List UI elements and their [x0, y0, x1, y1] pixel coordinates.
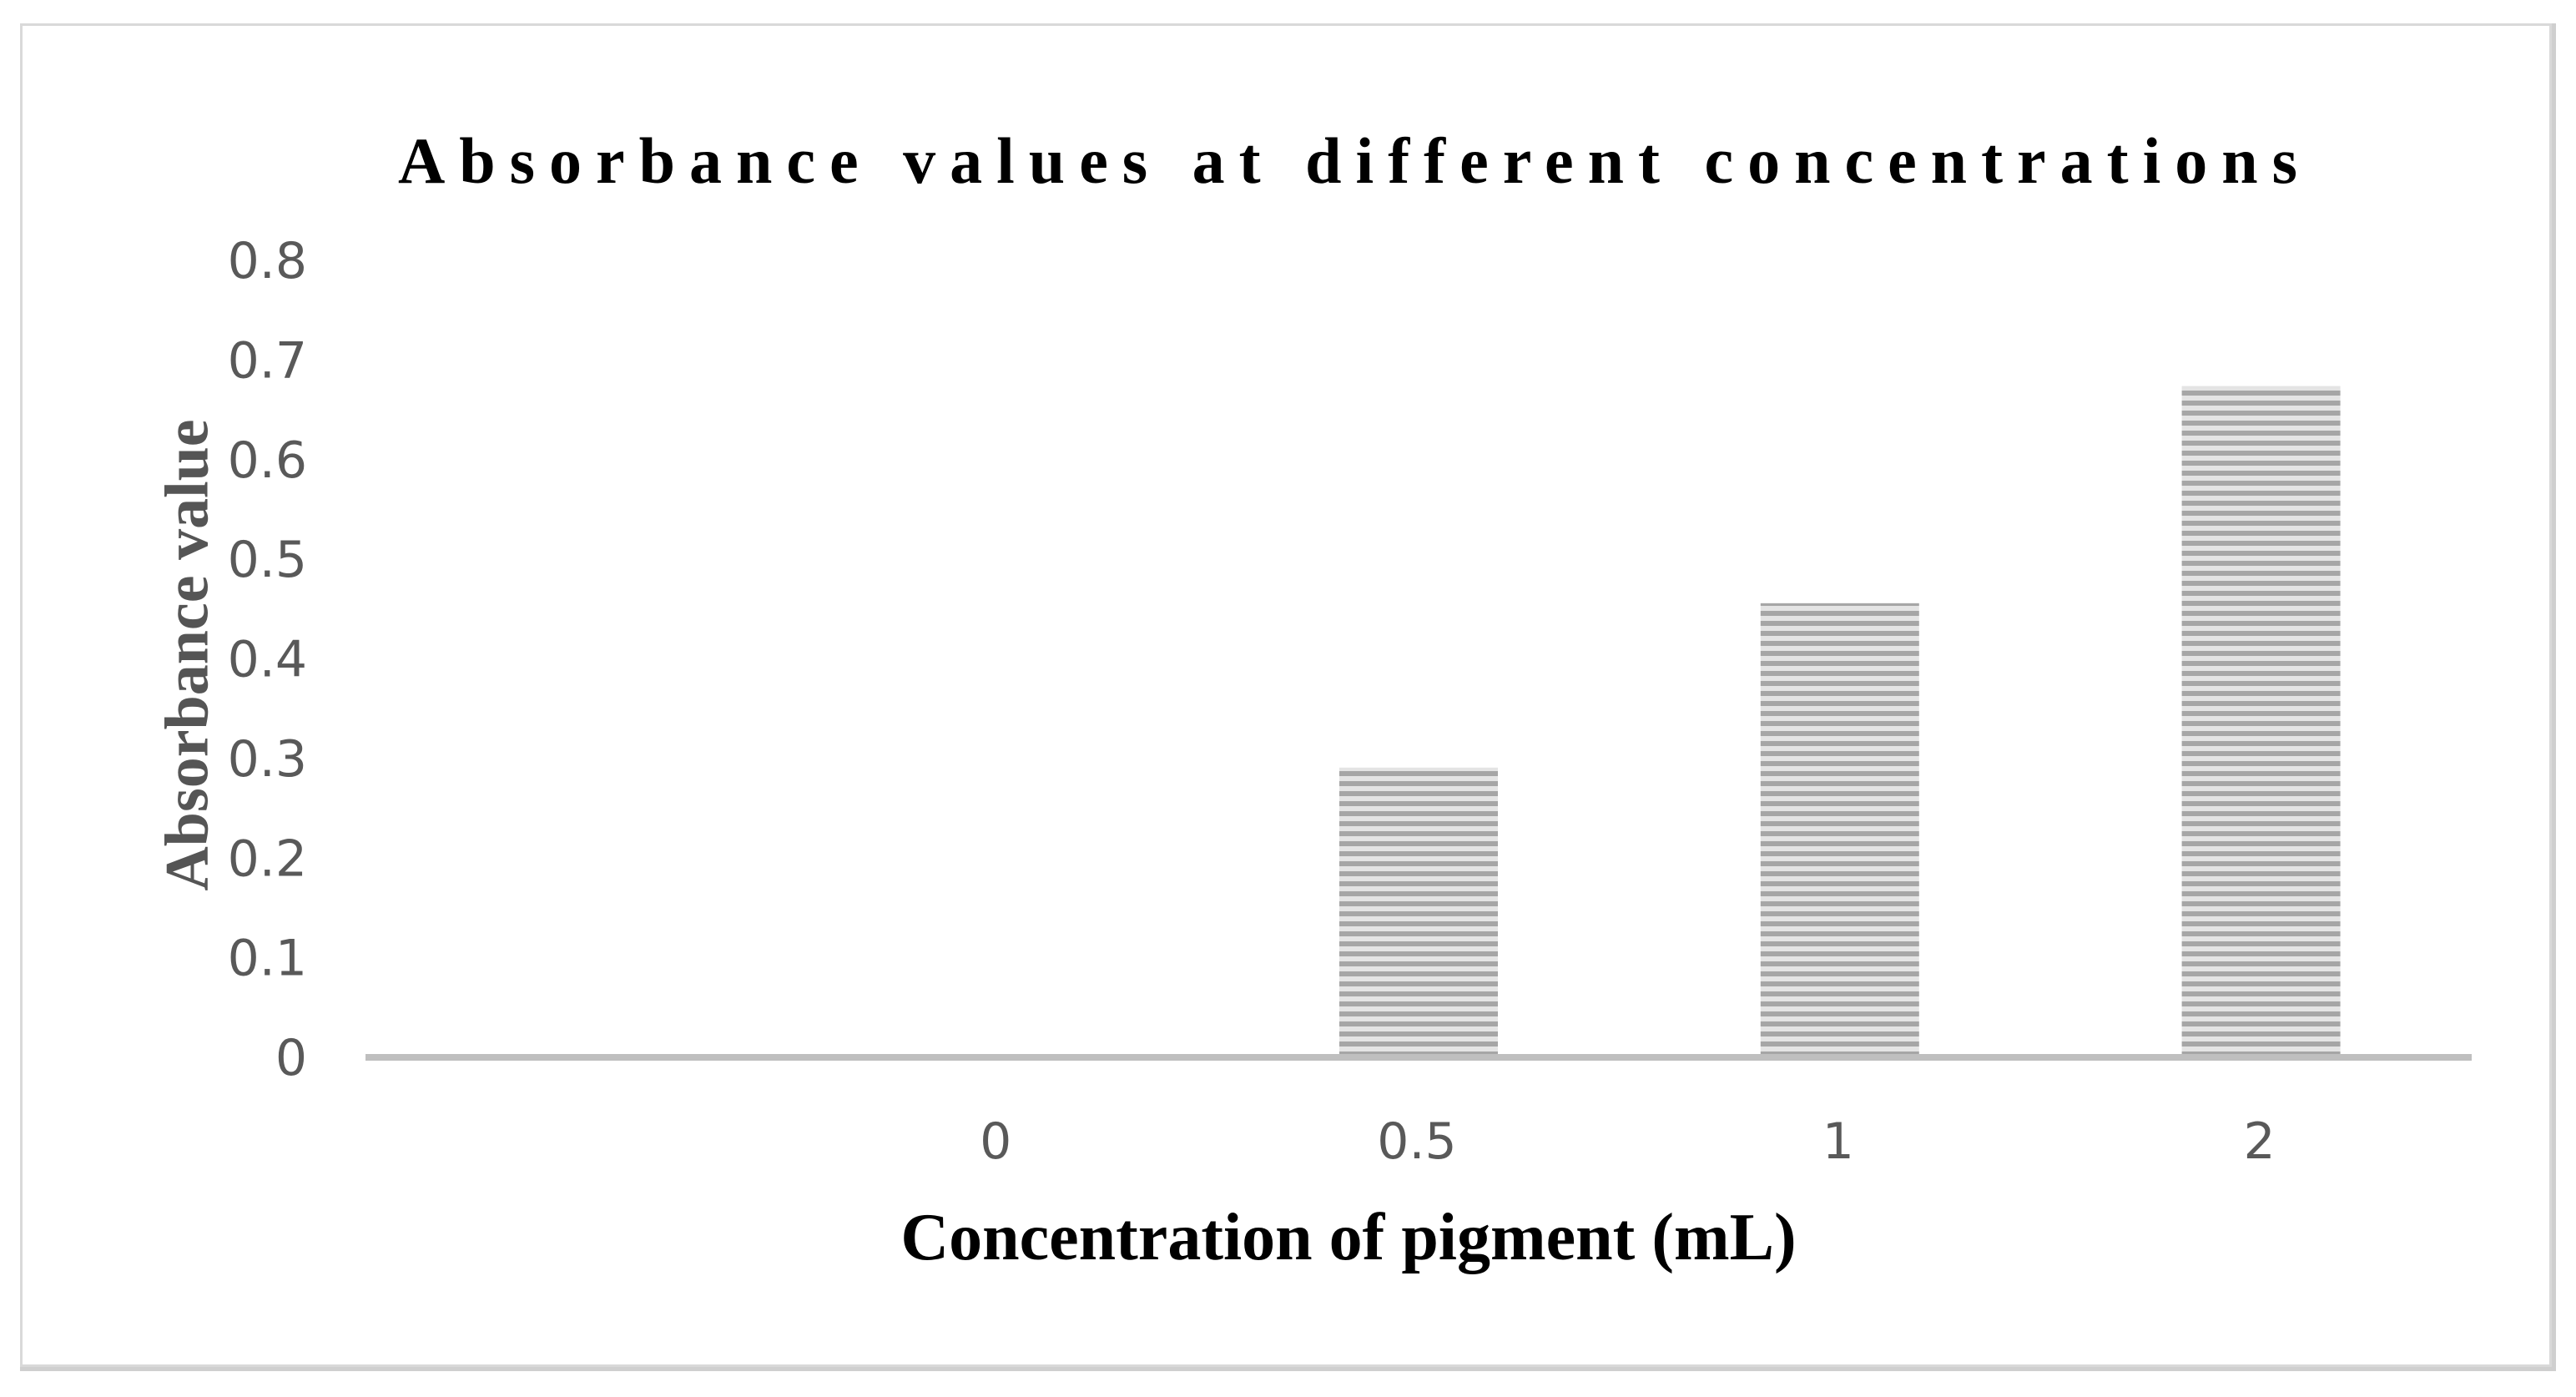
x-axis-line: [365, 1054, 2472, 1061]
chart-frame: [20, 23, 2552, 1367]
bar-0.5: [1339, 767, 1498, 1057]
y-tick-label: 0.6: [228, 431, 307, 490]
chart-title: Absorbance values at different concentra…: [397, 124, 2312, 197]
y-tick-label: 0.1: [228, 930, 307, 988]
y-tick-label: 0.2: [228, 830, 307, 888]
x-tick-label: 2: [2244, 1112, 2276, 1171]
y-tick-label: 0.5: [228, 531, 307, 589]
x-tick-label: 0: [980, 1112, 1011, 1171]
bar-1: [1760, 603, 1919, 1057]
frame-shadow-bottom: [20, 1367, 2552, 1371]
x-tick-label: 0.5: [1377, 1112, 1456, 1171]
y-tick-label: 0: [275, 1029, 307, 1087]
x-tick-label: 1: [1822, 1112, 1854, 1171]
y-tick-label: 0.8: [228, 232, 307, 290]
y-tick-label: 0.4: [228, 631, 307, 689]
x-axis-title: Concentration of pigment (mL): [900, 1201, 1797, 1274]
y-tick-label: 0.7: [228, 331, 307, 390]
frame-shadow-right: [2552, 23, 2556, 1371]
bar-2: [2181, 386, 2341, 1057]
y-tick-label: 0.3: [228, 730, 307, 789]
